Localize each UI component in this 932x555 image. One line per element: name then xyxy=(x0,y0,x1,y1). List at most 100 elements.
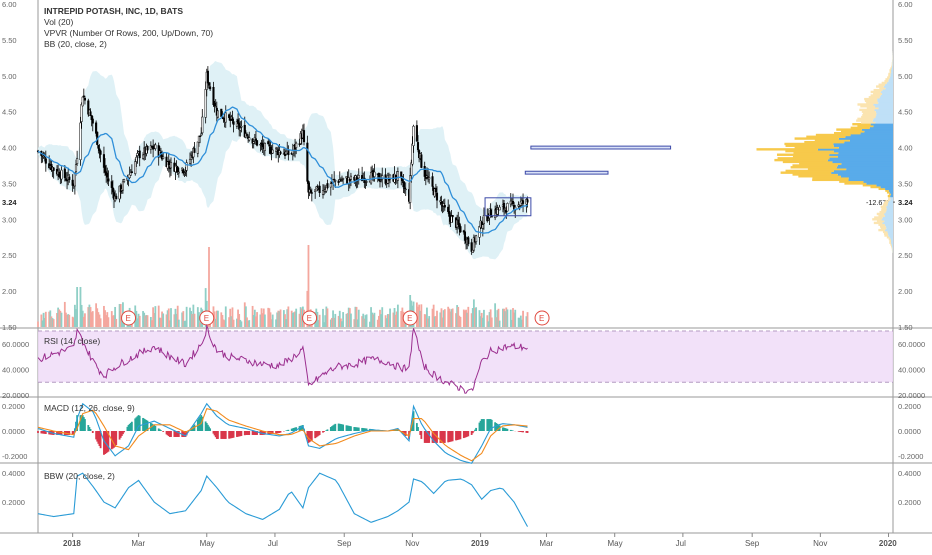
time-label-4: Sep xyxy=(337,539,352,548)
candle-body xyxy=(527,200,529,203)
candle-body xyxy=(142,155,144,158)
candle-body xyxy=(147,146,149,150)
candle-body xyxy=(64,169,66,178)
volume-bar xyxy=(272,315,274,327)
volume-bar xyxy=(139,316,141,327)
rsi-tick-right-0: 60.0000 xyxy=(898,340,925,349)
macd-tick-right-0: 0.2000 xyxy=(898,402,921,411)
candle-body xyxy=(370,172,372,183)
candle-body xyxy=(416,125,418,141)
volume-bar xyxy=(342,312,344,327)
macd-hist-bar xyxy=(84,419,86,431)
volume-bar xyxy=(115,319,117,327)
volume-bar xyxy=(37,322,39,327)
volume-bar xyxy=(499,321,501,327)
macd-tick-left-1: 0.0000 xyxy=(2,427,25,436)
volume-bar xyxy=(154,306,156,327)
bbw-tick-left-0: 0.4000 xyxy=(2,469,25,478)
volume-bar xyxy=(475,307,477,327)
rsi-title: RSI (14, close) xyxy=(44,336,100,346)
candle-body xyxy=(99,149,101,151)
candle-body xyxy=(380,180,382,181)
candle-body xyxy=(310,190,312,192)
candle-body xyxy=(280,152,282,154)
candle-body xyxy=(214,103,216,106)
candle-body xyxy=(58,172,60,176)
macd-hist-bar xyxy=(90,429,92,431)
price-tick-right-5: 3.50 xyxy=(898,179,913,188)
candle-body xyxy=(108,179,110,181)
earnings-marker-label: E xyxy=(307,314,312,323)
candle-body xyxy=(233,122,235,125)
legend-vol: Vol (20) xyxy=(44,17,73,27)
volume-bar xyxy=(53,319,55,327)
candle-body xyxy=(255,139,257,141)
volume-bar xyxy=(389,309,391,327)
macd-hist-bar xyxy=(522,431,524,432)
candle-body xyxy=(92,119,94,123)
candle-body xyxy=(488,219,490,220)
candle-body xyxy=(44,157,46,158)
candle-body xyxy=(404,188,406,189)
volume-bar xyxy=(45,312,47,327)
candle-body xyxy=(232,118,234,121)
legend-bb: BB (20, close, 2) xyxy=(44,39,107,49)
candle-body xyxy=(522,201,524,204)
price-tick-left-4: 4.00 xyxy=(2,144,17,153)
macd-hist-bar xyxy=(154,426,156,431)
candle-body xyxy=(253,142,255,144)
candle-body xyxy=(208,83,210,86)
macd-hist-bar xyxy=(162,431,164,432)
macd-hist-bar xyxy=(37,431,39,433)
candle-body xyxy=(90,112,92,115)
volume-bar xyxy=(233,320,235,327)
candle-body xyxy=(334,180,336,181)
volume-bar xyxy=(100,318,102,327)
earnings-marker-label: E xyxy=(126,314,131,323)
candle-body xyxy=(131,172,133,173)
price-tick-left-1: 5.50 xyxy=(2,36,17,45)
time-label-8: May xyxy=(608,539,623,548)
macd-hist-bar xyxy=(160,430,162,431)
time-label-9: Jul xyxy=(676,539,686,548)
candle-body xyxy=(81,104,83,121)
price-tick-right-7: 2.50 xyxy=(898,251,913,260)
candle-body xyxy=(264,143,266,150)
volume-bar xyxy=(68,315,70,327)
macd-hist-bar xyxy=(217,431,219,439)
candle-body xyxy=(122,182,124,190)
volume-bar xyxy=(108,317,110,327)
macd-tick-left-2: -0.2000 xyxy=(2,452,27,461)
candle-body xyxy=(213,87,215,104)
macd-hist-bar xyxy=(115,431,117,445)
volume-bar xyxy=(287,306,289,327)
candle-body xyxy=(428,178,430,179)
macd-hist-bar xyxy=(327,429,329,431)
macd-hist-bar xyxy=(323,431,325,432)
candle-body xyxy=(269,145,271,146)
volume-bar xyxy=(374,313,376,327)
volume-bar xyxy=(358,310,360,327)
candle-body xyxy=(184,173,186,174)
macd-hist-bar xyxy=(287,430,289,431)
candle-body xyxy=(403,182,405,187)
candle-body xyxy=(134,162,136,174)
candle-body xyxy=(272,150,274,153)
volume-bar xyxy=(350,314,352,327)
candle-body xyxy=(84,98,86,100)
macd-hist-bar xyxy=(131,422,133,431)
time-label-11: Nov xyxy=(813,539,827,548)
candle-body xyxy=(256,141,258,146)
candle-body xyxy=(200,134,202,136)
bollinger-band-fill xyxy=(38,61,528,259)
candle-body xyxy=(155,145,157,149)
volume-bar xyxy=(178,320,180,327)
macd-hist-bar xyxy=(334,424,336,431)
price-tick-left-5: 3.50 xyxy=(2,179,17,188)
candle-body xyxy=(112,188,114,192)
volume-bar xyxy=(327,308,329,327)
macd-hist-bar xyxy=(527,431,529,433)
macd-hist-bar xyxy=(233,431,235,438)
candle-body xyxy=(341,180,343,181)
